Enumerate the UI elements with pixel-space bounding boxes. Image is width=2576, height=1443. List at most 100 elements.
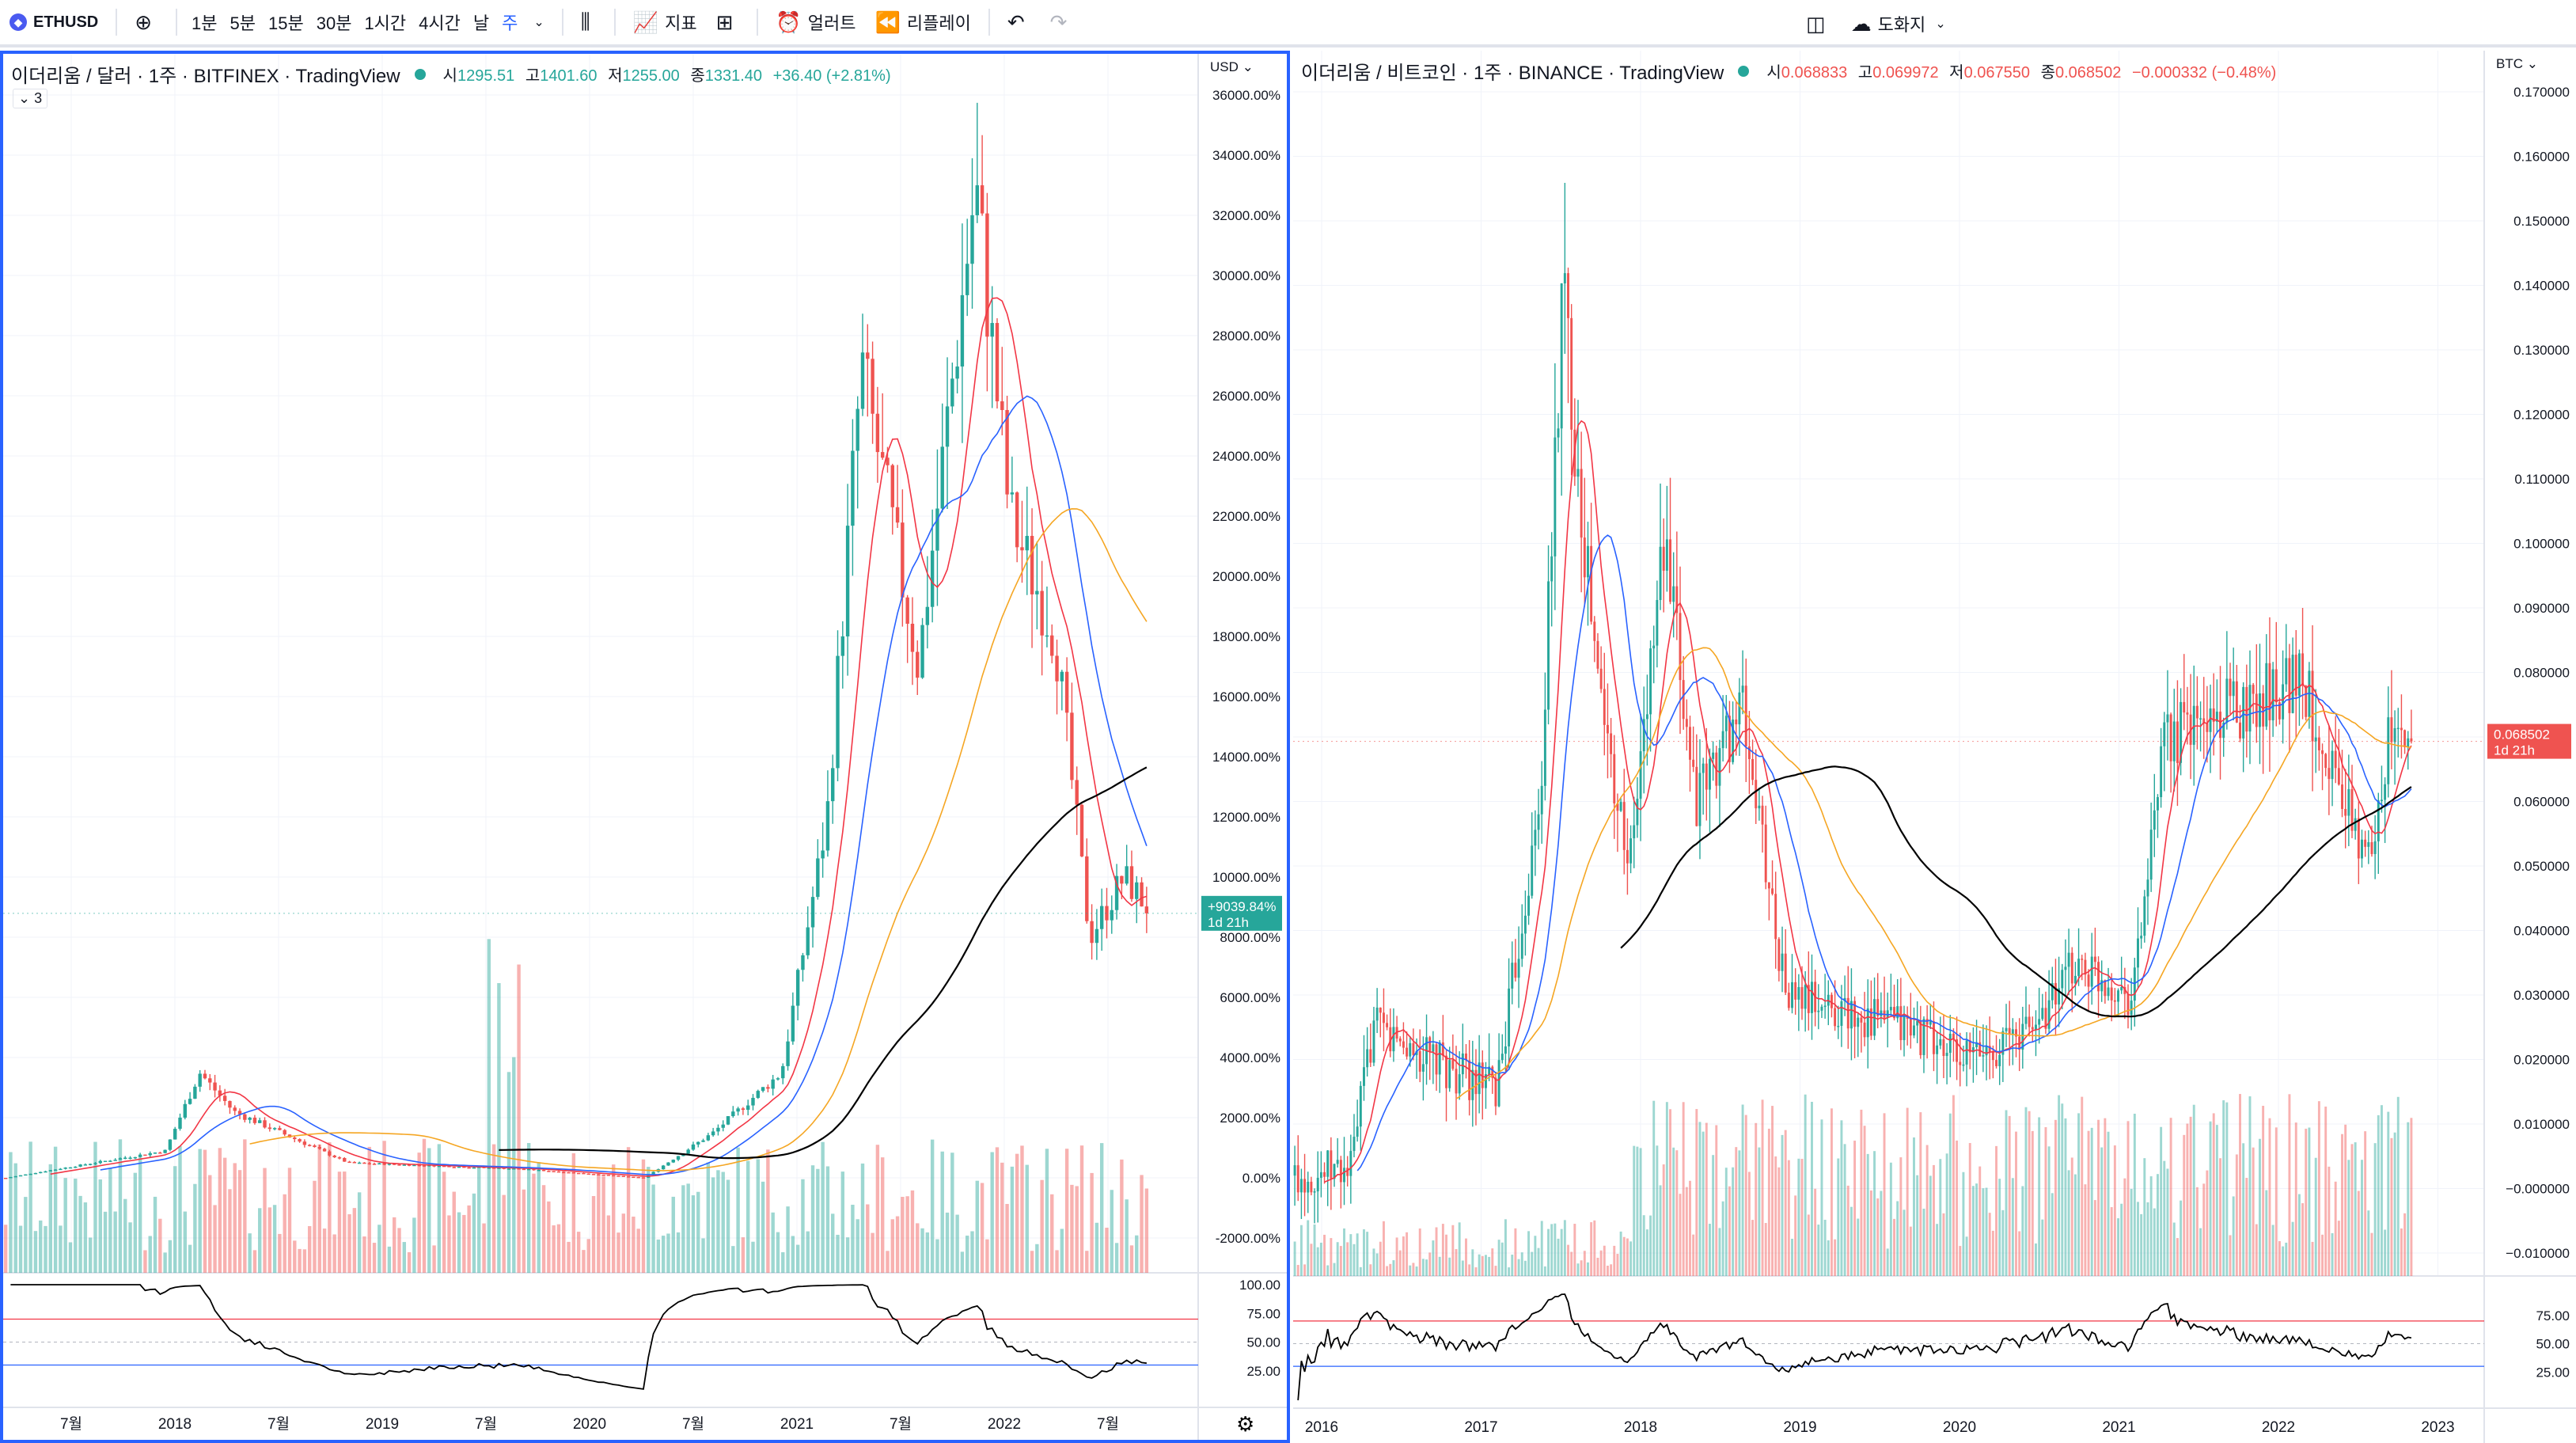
- interval-dropdown[interactable]: ⌄: [524, 0, 553, 46]
- candle-body: [1336, 1160, 1339, 1164]
- undo-button[interactable]: ↶: [998, 0, 1041, 46]
- candle-body: [332, 1155, 336, 1158]
- interval-3[interactable]: 30분: [316, 13, 352, 33]
- symbol-search[interactable]: ◆ ETHUSD: [0, 0, 108, 46]
- candle-body: [1807, 985, 1810, 1013]
- replay-button[interactable]: ⏪ 리플레이: [866, 0, 981, 46]
- volume-bar: [417, 1153, 421, 1273]
- drawing-canvas-button[interactable]: ☁ 도화지 ⌄: [1842, 0, 1956, 47]
- candle-body: [1099, 906, 1104, 929]
- price-tick-label: 0.050000: [2513, 859, 2570, 874]
- candle-body: [1352, 1137, 1356, 1152]
- layout-split-button[interactable]: ◫: [1796, 0, 1842, 47]
- volume-bar: [1755, 1122, 1758, 1276]
- candle-body: [632, 1176, 635, 1179]
- candle-body: [2232, 681, 2235, 697]
- volume-bar: [1554, 1223, 1557, 1276]
- volume-bar: [1050, 1194, 1054, 1273]
- candle-body: [1787, 993, 1790, 1008]
- candle-body: [1299, 1179, 1303, 1193]
- candle-body: [1919, 1020, 1922, 1055]
- interval-4[interactable]: 1시간: [364, 13, 407, 33]
- toolbar-divider: [116, 9, 118, 36]
- candle-body: [916, 651, 920, 678]
- candle-body: [1075, 780, 1079, 805]
- volume-bar: [83, 1202, 88, 1273]
- chart-canvas-right[interactable]: 0.170000 0.160000 0.150000 0.140000 0.130000…: [1293, 51, 2576, 1443]
- candle-body: [2146, 879, 2149, 897]
- chart-pane-eth-usd[interactable]: 36000.00% 34000.00% 32000.00% 30000.00% 2800…: [0, 51, 1290, 1443]
- volume-bar: [2051, 1193, 2054, 1276]
- volume-bar: [1800, 1158, 1804, 1276]
- volume-bar: [706, 1162, 711, 1273]
- last-price-value: +9039.84%: [1208, 899, 1277, 914]
- indicator-toggle[interactable]: ⌄ 3: [13, 89, 48, 108]
- volume-bar: [1369, 1264, 1372, 1276]
- volume-bar: [24, 1197, 28, 1273]
- volume-bar: [427, 1148, 431, 1273]
- candle-body: [1135, 882, 1139, 899]
- candle-body: [2001, 1031, 2005, 1055]
- settings-gear-icon[interactable]: ⚙: [1236, 1412, 1254, 1436]
- volume-bar: [1880, 1190, 1883, 1276]
- candle-body: [1070, 712, 1074, 780]
- volume-bar: [387, 1246, 392, 1273]
- candle-body: [2166, 714, 2169, 723]
- volume-bar: [2189, 1116, 2192, 1276]
- candle-body: [2377, 800, 2380, 841]
- volume-bar: [1942, 1213, 1945, 1276]
- volume-bar: [1095, 1222, 1099, 1273]
- candle-body: [1603, 689, 1606, 725]
- undo-icon: ↶: [1007, 9, 1025, 34]
- volume-bar: [1471, 1249, 1474, 1276]
- redo-button[interactable]: ↷: [1041, 0, 1083, 46]
- volume-bar: [307, 1226, 312, 1273]
- chart-canvas-left[interactable]: 36000.00% 34000.00% 32000.00% 30000.00% 2800…: [3, 54, 1287, 1440]
- interval-5[interactable]: 4시간: [419, 13, 461, 33]
- volume-bar: [1316, 1247, 1319, 1276]
- volume-bar: [2268, 1118, 2271, 1276]
- candle-body: [258, 1120, 262, 1123]
- chart-type-button[interactable]: ⫼: [571, 0, 606, 46]
- volume-bar: [1747, 1171, 1751, 1276]
- candle-body: [1889, 1007, 1892, 1011]
- price-tick-label: 0.090000: [2513, 601, 2570, 616]
- candle-body: [1791, 982, 1793, 1008]
- alert-button[interactable]: ⏰ 얼러트: [766, 0, 865, 46]
- candle-body: [228, 1100, 232, 1108]
- volume-bar: [272, 1205, 277, 1273]
- volume-bar: [1965, 1236, 1968, 1276]
- candle-body: [432, 1164, 436, 1167]
- volume-bar: [1991, 1230, 1994, 1276]
- interval-2[interactable]: 15분: [268, 13, 304, 33]
- interval-0[interactable]: 1분: [192, 13, 218, 33]
- candle-body: [2364, 839, 2367, 847]
- candle-body: [267, 1127, 272, 1130]
- layout-button[interactable]: ⊞: [707, 0, 749, 46]
- volume-bar: [13, 1163, 17, 1273]
- interval-1[interactable]: 5분: [230, 13, 256, 33]
- candle-body: [218, 1090, 222, 1096]
- volume-bar: [1356, 1233, 1359, 1276]
- volume-bar: [258, 1208, 262, 1273]
- volume-bar: [98, 1179, 102, 1273]
- indicators-button[interactable]: 📈 지표: [624, 0, 707, 46]
- volume-bar: [482, 1223, 486, 1273]
- interval-6[interactable]: 날: [472, 13, 490, 33]
- candle-body: [1959, 1061, 1962, 1065]
- candle-body: [1610, 733, 1613, 754]
- volume-bar: [2265, 1190, 2268, 1276]
- volume-bar: [343, 1171, 347, 1273]
- volume-bar: [2278, 1240, 2281, 1276]
- candle-body: [2361, 839, 2363, 859]
- compare-button[interactable]: ⊕: [125, 0, 168, 46]
- candle-body: [1642, 719, 1645, 752]
- candle-body: [1899, 1006, 1903, 1041]
- price-tick-label: 0.00%: [1242, 1171, 1280, 1186]
- volume-bar: [606, 1215, 611, 1273]
- interval-7[interactable]: 주: [502, 13, 518, 33]
- volume-bar: [2245, 1178, 2248, 1276]
- price-tick-label: 30000.00%: [1212, 268, 1280, 283]
- volume-bar: [48, 1164, 53, 1273]
- chart-pane-eth-btc[interactable]: 0.170000 0.160000 0.150000 0.140000 0.130000…: [1293, 51, 2576, 1443]
